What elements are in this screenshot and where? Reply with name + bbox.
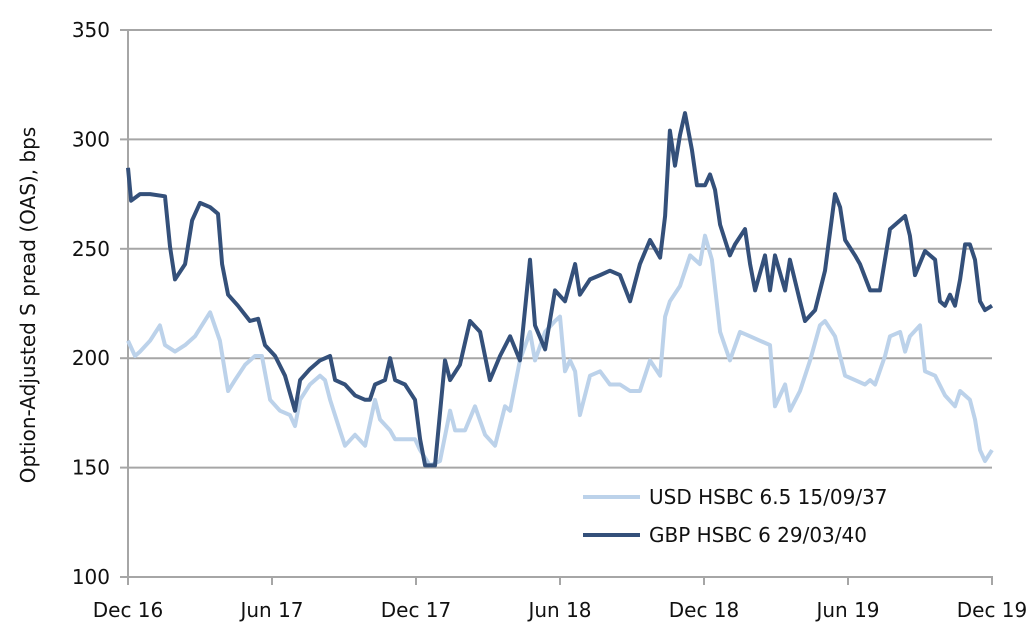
legend-label-usd: USD HSBC 6.5 15/09/37 (649, 485, 888, 509)
y-tick-label: 100 (72, 565, 110, 589)
legend: USD HSBC 6.5 15/09/37 GBP HSBC 6 29/03/4… (583, 485, 888, 547)
y-tick-label: 150 (72, 456, 110, 480)
series-lines (126, 111, 994, 468)
x-tick-label: Dec 19 (957, 598, 1028, 622)
y-tick-label: 350 (72, 18, 110, 42)
legend-label-gbp: GBP HSBC 6 29/03/40 (649, 523, 867, 547)
x-axis-ticks: Dec 16 Jun 17 Dec 17 Jun 18 Dec 18 Jun 19 Dec … (93, 577, 1028, 622)
series-line-gbp (126, 111, 994, 468)
x-tick-label: Jun 19 (814, 598, 879, 622)
y-tick-label: 250 (72, 237, 110, 261)
x-tick-label: Dec 17 (381, 598, 452, 622)
x-tick-label: Dec 18 (669, 598, 740, 622)
y-axis-ticks: 100 150 200 250 300 350 (72, 18, 128, 589)
y-axis-label: Option-Adjusted S pread (OAS), bps (16, 127, 40, 483)
x-tick-label: Dec 16 (93, 598, 164, 622)
y-tick-label: 300 (72, 127, 110, 151)
x-tick-label: Jun 17 (238, 598, 303, 622)
series-line-usd (126, 233, 994, 468)
gridlines (128, 29, 992, 469)
y-tick-label: 200 (72, 346, 110, 370)
x-tick-label: Jun 18 (526, 598, 591, 622)
